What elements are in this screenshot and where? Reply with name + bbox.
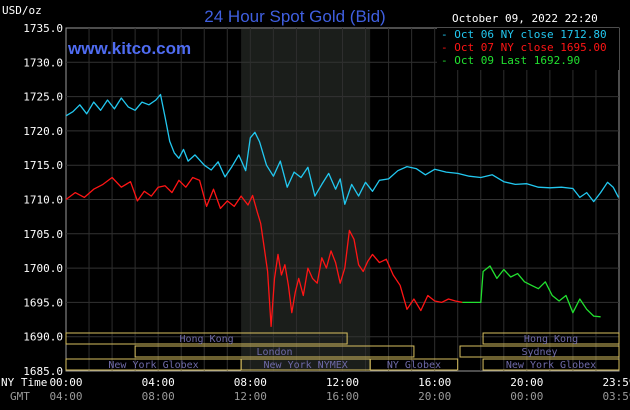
session-label: London [256, 347, 292, 358]
legend-entry: - Oct 07 NY close 1695.00 [441, 41, 607, 54]
legend: - Oct 06 NY close 1712.80- Oct 07 NY clo… [437, 28, 619, 70]
legend-box [437, 28, 619, 70]
session-label: Sydney [521, 347, 557, 358]
series-line-1 [65, 93, 620, 205]
gmt-tick-label: 04:00 [49, 390, 82, 403]
ny-time-label: NY Time [1, 376, 47, 389]
session-box [369, 358, 459, 371]
x-tick-label: 00:00 [49, 376, 82, 389]
session-box [134, 345, 415, 358]
session-box [459, 345, 620, 358]
y-tick-label: 1690.0 [23, 331, 63, 344]
y-tick-label: 1700.0 [23, 262, 63, 275]
legend-entry: - Oct 06 NY close 1712.80 [441, 28, 607, 41]
y-tick-label: 1730.0 [23, 56, 63, 69]
axes: 1685.0 1690.0 1695.0 1700.0 1705.0 1710.0 1715… [23, 22, 630, 403]
y-tick-label: 1710.0 [23, 194, 63, 207]
x-tick-label: 08:00 [234, 376, 267, 389]
x-tick-label: 23:59 [602, 376, 630, 389]
trading-sessions: Hong Kong Hong Kong London Sydney New York G… [65, 332, 620, 371]
chart-timestamp: October 09, 2022 22:20 [452, 12, 598, 25]
y-tick-label: 1705.0 [23, 228, 63, 241]
y-tick-label: 1735.0 [23, 22, 63, 35]
price-series [65, 93, 620, 328]
gmt-tick-label: 20:00 [418, 390, 451, 403]
gmt-tick-label: 16:00 [326, 390, 359, 403]
session-label: NY Globex [387, 360, 441, 371]
session-box [482, 358, 620, 371]
x-tick-label: 20:00 [510, 376, 543, 389]
session-box [65, 332, 348, 345]
gmt-tick-label: 12:00 [234, 390, 267, 403]
site-watermark: www.kitco.com [67, 39, 191, 58]
session-label: Hong Kong [524, 334, 578, 345]
gmt-tick-label: 00:00 [510, 390, 543, 403]
x-tick-label: 12:00 [326, 376, 359, 389]
y-tick-label: 1725.0 [23, 91, 63, 104]
session-box [482, 332, 620, 345]
series-line-3 [462, 265, 601, 318]
session-label: New York NYMEX [263, 360, 347, 371]
y-tick-label: 1720.0 [23, 125, 63, 138]
series-line-2 [65, 176, 463, 328]
plot-area [65, 27, 620, 372]
x-tick-label: 16:00 [418, 376, 451, 389]
session-label: New York Globex [108, 360, 198, 371]
y-tick-label: 1695.0 [23, 296, 63, 309]
gmt-tick-label: 03:59 [602, 390, 630, 403]
gmt-tick-label: 08:00 [142, 390, 175, 403]
chart-title: 24 Hour Spot Gold (Bid) [204, 7, 385, 26]
legend-entry: - Oct 09 Last 1692.90 [441, 54, 580, 67]
x-tick-label: 04:00 [142, 376, 175, 389]
y-axis-unit: USD/oz [2, 4, 42, 17]
session-label: New York Globex [506, 360, 596, 371]
y-tick-label: 1715.0 [23, 159, 63, 172]
y-tick-label: 1685.0 [23, 365, 63, 378]
gmt-label: GMT [10, 390, 30, 403]
session-label: Hong Kong [179, 334, 233, 345]
